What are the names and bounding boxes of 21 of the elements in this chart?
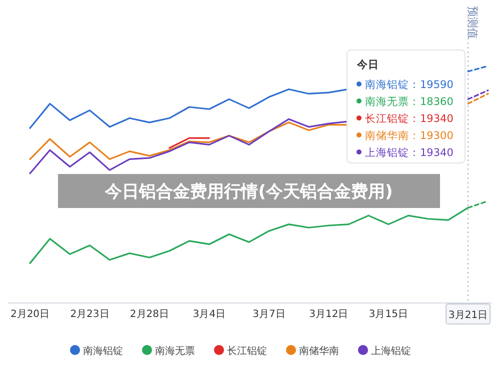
x-tick-label: 2月28日 — [130, 309, 170, 320]
legend-label: 上海铝锭 — [371, 345, 411, 357]
annotation: 南海铝锭：19590 — [365, 78, 454, 91]
annotation: 长江铝锭：19340 — [365, 112, 454, 125]
x-tick-label: 3月4日 — [192, 309, 226, 320]
text: 今日铝合金费用行情(今天铝合金费用) — [104, 182, 393, 202]
x-tick-label: 3月21日 — [448, 310, 488, 321]
annotation: 上海铝锭：19340 — [365, 146, 454, 159]
legend-label: 长江铝锭 — [227, 345, 267, 357]
legend-label: 南储华南 — [299, 345, 339, 357]
ref-line-label: 预测值 — [466, 6, 480, 39]
annotation: 南储华南：19300 — [365, 129, 454, 142]
x-tick-label: 2月23日 — [70, 309, 110, 320]
x-tick-label: 2月20日 — [10, 309, 50, 320]
x-tick-label: 3月12日 — [309, 309, 348, 320]
x-tick-label: 3月7日 — [252, 309, 286, 320]
x-tick-label: 3月15日 — [368, 309, 408, 320]
annotation: 今日 — [356, 58, 379, 71]
legend-label: 南海无票 — [155, 345, 195, 357]
legend-label: 南海铝锭 — [83, 345, 123, 357]
annotation: 南海无票：18360 — [365, 95, 454, 108]
